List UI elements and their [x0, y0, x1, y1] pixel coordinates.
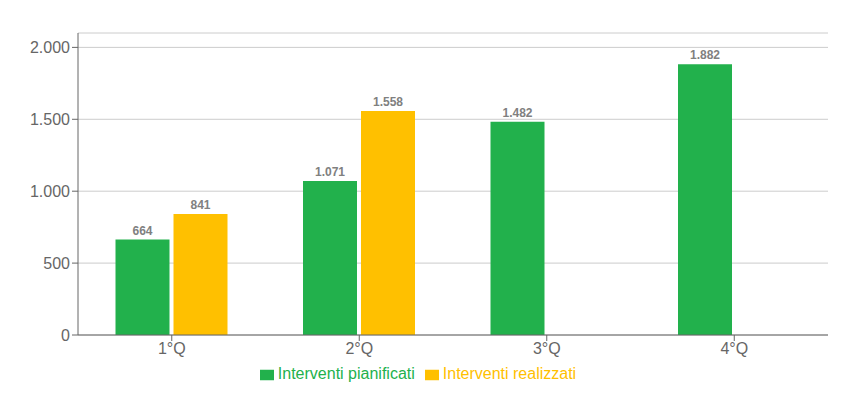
svg-text:2.000: 2.000	[30, 39, 70, 56]
svg-text:0: 0	[61, 327, 70, 344]
svg-text:841: 841	[190, 198, 210, 212]
svg-text:1.882: 1.882	[690, 48, 720, 62]
svg-text:500: 500	[43, 255, 70, 272]
svg-text:1.071: 1.071	[315, 165, 345, 179]
html-text:Interventi pianificati: Interventi pianificati	[277, 365, 415, 382]
svg-text:1.482: 1.482	[502, 106, 532, 120]
svg-text:1°Q: 1°Q	[158, 340, 186, 357]
svg-text:1.500: 1.500	[30, 111, 70, 128]
svg-text:1.000: 1.000	[30, 183, 70, 200]
svg-text:4°Q: 4°Q	[720, 340, 748, 357]
svg-text:3°Q: 3°Q	[533, 340, 561, 357]
html-text:Interventi realizzati: Interventi realizzati	[442, 365, 577, 382]
svg-text:1.558: 1.558	[373, 95, 403, 109]
svg-text:664: 664	[132, 224, 152, 238]
svg-text:2°Q: 2°Q	[345, 340, 373, 357]
